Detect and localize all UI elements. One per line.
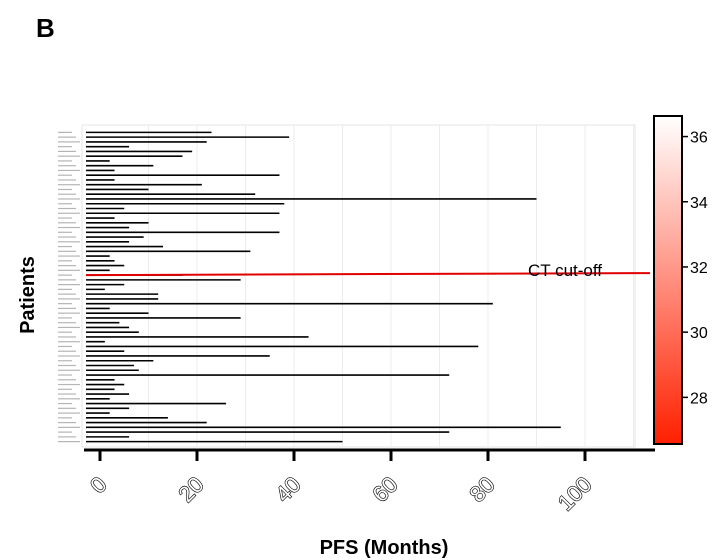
patient-id-mark: [58, 322, 76, 324]
patient-id-mark: [58, 146, 72, 148]
patient-id-mark: [58, 217, 72, 219]
patient-id-mark: [58, 165, 76, 167]
patient-id-mark: [58, 284, 80, 286]
patient-id-mark: [58, 169, 80, 172]
patient-id-mark: [58, 293, 76, 295]
patient-id-mark: [58, 150, 76, 153]
patient-id-mark: [58, 298, 80, 300]
x-axis-title: PFS (Months): [320, 537, 449, 559]
patient-id-mark: [58, 412, 80, 414]
patient-id-mark: [58, 198, 80, 200]
patient-id-mark: [58, 188, 72, 191]
patient-id-mark: [58, 245, 72, 248]
x-tick-label: 40: [271, 472, 306, 507]
patient-id-mark: [58, 260, 72, 262]
patient-id-mark: [58, 203, 72, 205]
patient-id-mark: [58, 431, 72, 433]
patient-id-mark: [58, 407, 76, 409]
patient-id-mark: [58, 279, 76, 281]
ct-cutoff-label: CT cut-off: [528, 261, 602, 280]
patient-id-mark: [58, 364, 76, 367]
patient-id-mark: [58, 222, 76, 224]
colorbar-tick-label: 34: [690, 195, 708, 212]
ct-cutoff-line: [85, 272, 651, 277]
patient-id-mark: [58, 317, 72, 319]
patient-id-mark: [58, 426, 80, 428]
patient-id-mark: [58, 441, 80, 443]
plot-area: [81, 124, 636, 448]
patient-id-mark: [58, 288, 72, 290]
patient-id-mark: [58, 345, 72, 348]
x-tick-label: 100: [553, 472, 597, 516]
patient-id-mark: [58, 312, 80, 314]
patient-id-mark: [58, 398, 80, 400]
bars: [86, 131, 561, 443]
patient-id-mark: [58, 388, 72, 390]
patient-id-mark: [58, 393, 76, 395]
patient-id-mark: [58, 136, 76, 138]
patient-id-mark: [58, 241, 80, 243]
x-tick-label: 60: [368, 472, 403, 507]
grid-lines: [148, 125, 634, 447]
colorbar-tick-label: 36: [690, 130, 708, 147]
patient-id-mark: [58, 274, 72, 276]
patient-id-mark: [58, 193, 76, 195]
patient-id-mark: [58, 417, 72, 419]
patient-id-mark: [58, 402, 72, 405]
x-tick-label: 0: [85, 472, 111, 498]
patient-id-mark: [58, 350, 76, 352]
patient-id-mark: [58, 360, 72, 362]
patient-id-mark: [58, 264, 76, 267]
patient-id-mark: [58, 131, 72, 133]
patient-id-mark: [58, 250, 76, 252]
patient-id-labels: [58, 131, 80, 443]
patient-id-mark: [58, 184, 80, 186]
patient-id-mark: [58, 421, 76, 424]
x-tick-label: 80: [465, 472, 500, 507]
x-axis-ticks: 0 20 40 60 80 100: [85, 450, 597, 516]
patient-id-mark: [58, 355, 80, 357]
patient-id-mark: [58, 326, 80, 329]
patient-id-mark: [58, 179, 76, 181]
panel-label: B: [36, 13, 55, 43]
patient-id-mark: [58, 174, 72, 176]
patient-id-mark: [58, 207, 76, 210]
colorbar-tick-label: 28: [690, 390, 708, 407]
y-axis-title: Patients: [17, 256, 39, 334]
colorbar-tick-label: 30: [690, 325, 708, 342]
patient-id-mark: [58, 236, 76, 238]
patient-id-mark: [58, 369, 80, 371]
patient-id-mark: [58, 307, 76, 310]
patient-id-mark: [58, 255, 80, 257]
patient-id-mark: [58, 231, 72, 233]
colorbar: [653, 115, 683, 445]
patient-id-mark: [58, 141, 80, 143]
patient-id-mark: [58, 374, 72, 376]
patient-id-mark: [58, 336, 76, 338]
colorbar-tick-label: 32: [690, 260, 708, 277]
patient-id-mark: [58, 379, 76, 381]
patient-id-mark: [58, 303, 72, 305]
patient-id-mark: [58, 226, 80, 229]
patient-id-mark: [58, 155, 80, 157]
patient-id-mark: [58, 160, 72, 162]
patient-id-mark: [58, 331, 72, 333]
patient-id-mark: [58, 269, 80, 271]
colorbar-ticks: 28 30 32 34 36: [682, 130, 708, 407]
patient-id-mark: [58, 341, 80, 343]
patient-id-mark: [58, 436, 76, 438]
patient-id-mark: [58, 212, 80, 214]
x-tick-label: 20: [174, 472, 209, 507]
patient-id-mark: [58, 383, 80, 386]
